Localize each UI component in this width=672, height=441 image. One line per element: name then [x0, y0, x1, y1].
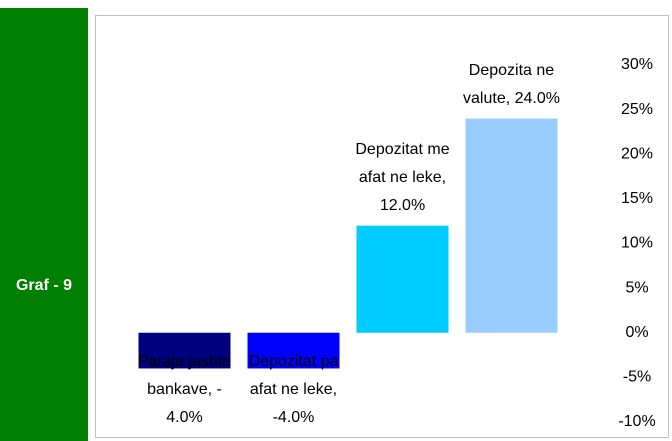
y-tick-label: 15%	[621, 190, 653, 207]
bar	[465, 118, 558, 333]
data-label: Paraja jashte bankave, - 4.0%	[137, 353, 232, 426]
y-tick-label: 5%	[625, 279, 648, 296]
y-tick-label: 20%	[621, 145, 653, 162]
data-label: Depozitat pa afat ne leke, -4.0%	[248, 353, 339, 426]
y-tick-label: 30%	[621, 56, 653, 73]
y-tick-label: -5%	[623, 369, 651, 386]
y-tick-label: -10%	[618, 413, 655, 430]
y-tick-label: 10%	[621, 235, 653, 252]
chart-border	[95, 15, 669, 438]
bar	[356, 225, 449, 333]
bar	[247, 332, 340, 369]
sidebar-label: Graf - 9	[16, 277, 72, 294]
data-label: Depozitat me afat ne leke, 12.0%	[355, 140, 450, 214]
sidebar	[0, 8, 88, 441]
y-tick-label: 0%	[625, 324, 648, 341]
bar	[138, 332, 231, 369]
data-label: Depozita ne valute, 24.0%	[463, 61, 560, 107]
y-tick-label: 25%	[621, 101, 653, 118]
